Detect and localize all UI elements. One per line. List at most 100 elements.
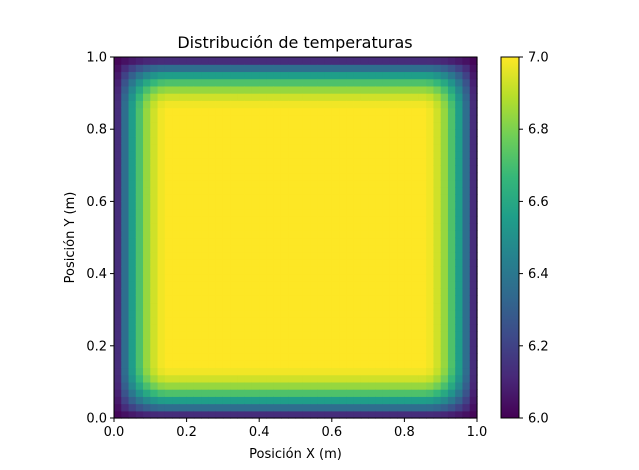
heatmap-cell [157,215,166,224]
heatmap-cell [222,179,231,188]
heatmap-cell [157,208,166,217]
heatmap-cell [280,215,289,224]
heatmap-cell [310,223,318,231]
heatmap-cell [121,129,130,138]
heatmap-cell [143,93,151,101]
heatmap-cell [295,201,304,210]
heatmap-cell [222,288,231,296]
heatmap-cell [157,309,166,318]
x-tick-label: 0.2 [176,425,197,440]
heatmap-cell [143,179,151,188]
heatmap-cell [215,280,224,289]
heatmap-cell [222,381,231,390]
heatmap-cell [353,389,362,397]
heatmap-cell [447,295,456,304]
heatmap-cell [331,223,340,231]
heatmap-cell [360,338,369,347]
heatmap-cell [288,215,297,224]
heatmap-cell [172,57,180,65]
heatmap-cell [259,85,268,94]
heatmap-cell [179,143,188,152]
heatmap-cell [389,345,398,354]
heatmap-cell [273,230,282,239]
heatmap-cell [230,230,239,239]
heatmap-cell [186,259,195,267]
heatmap-cell [128,150,137,159]
heatmap-cell [469,389,478,397]
heatmap-cell [455,64,464,73]
heatmap-cell [157,374,166,383]
heatmap-cell [150,136,159,145]
heatmap-cell [121,107,130,116]
heatmap-cell [164,215,173,224]
heatmap-cell [201,71,209,80]
heatmap-cell [368,107,376,116]
heatmap-cell [302,201,311,210]
heatmap-cell [418,172,427,181]
heatmap-cell [353,107,362,116]
heatmap-cell [447,179,456,188]
heatmap-cell [389,288,398,296]
heatmap-cell [201,57,209,65]
heatmap-cell [259,288,268,296]
heatmap-cell [193,186,202,195]
heatmap-cell [295,129,304,138]
heatmap-cell [288,64,297,73]
heatmap-cell [375,273,384,282]
heatmap-cell [433,259,442,267]
heatmap-cell [360,389,369,397]
heatmap-cell [259,121,268,130]
heatmap-cell [273,194,282,202]
heatmap-cell [237,288,246,296]
heatmap-cell [310,71,318,80]
heatmap-cell [433,288,442,296]
heatmap-cell [230,165,239,174]
heatmap-cell [237,259,246,267]
heatmap-cell [433,143,442,152]
heatmap-cell [135,396,144,405]
heatmap-cell [447,259,456,267]
heatmap-cell [251,230,260,239]
heatmap-cell [433,129,442,138]
heatmap-cell [222,150,231,159]
heatmap-cell [222,136,231,145]
heatmap-cell [389,143,398,152]
heatmap-cell [237,150,246,159]
heatmap-cell [172,158,180,166]
heatmap-cell [382,302,391,311]
heatmap-cell [230,374,239,383]
heatmap-cell [157,381,166,390]
heatmap-cell [121,280,130,289]
heatmap-cell [244,129,253,138]
heatmap-cell [193,266,202,275]
heatmap-cell [186,244,195,253]
heatmap-cell [266,324,275,332]
heatmap-cell [244,121,253,130]
heatmap-cell [157,288,166,296]
heatmap-cell [208,353,217,361]
heatmap-cell [353,165,362,174]
heatmap-cell [121,71,130,80]
heatmap-cell [324,389,333,397]
heatmap-cell [128,295,137,304]
heatmap-cell [389,71,398,80]
y-tick-label: 0.0 [86,412,107,427]
heatmap-cell [244,295,253,304]
heatmap-cell [135,186,144,195]
heatmap-cell [339,158,347,166]
heatmap-cell [273,338,282,347]
heatmap-cell [339,360,347,369]
heatmap-cell [128,215,137,224]
heatmap-cell [418,158,427,166]
heatmap-cell [404,374,413,383]
heatmap-cell [397,57,405,65]
heatmap-cell [353,186,362,195]
heatmap-cell [440,345,449,354]
heatmap-cell [397,215,405,224]
heatmap-cell [310,353,318,361]
heatmap-cell [353,309,362,318]
heatmap-cell [382,172,391,181]
heatmap-cell [339,201,347,210]
heatmap-cell [368,237,376,246]
heatmap-cell [353,136,362,145]
